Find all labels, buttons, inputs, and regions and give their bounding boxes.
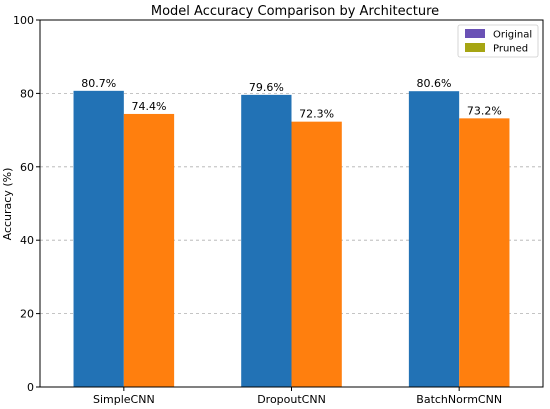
value-label-bg [299, 107, 334, 120]
y-tick-label: 80 [20, 87, 34, 100]
value-label-bg [81, 76, 116, 89]
x-tick-label-simplecnn: SimpleCNN [93, 393, 155, 406]
x-tick-label-batchnormcnn: BatchNormCNN [416, 393, 502, 406]
value-label-original-simplecnn: 80.7% [81, 77, 116, 90]
value-label-pruned-simplecnn: 74.4% [132, 100, 167, 113]
legend-swatch-pruned [465, 43, 485, 52]
value-labels: 80.7% 74.4% 79.6% 72.3% 80.6% 73.2% [81, 76, 502, 121]
legend-label-pruned: Pruned [493, 44, 528, 55]
y-tick-label: 20 [20, 308, 34, 321]
bar-pruned-dropoutcnn [291, 121, 342, 387]
value-label-bg [131, 99, 166, 112]
bars [73, 90, 510, 388]
y-tick-label: 60 [20, 161, 34, 174]
value-label-bg [417, 77, 452, 90]
value-label-bg [249, 80, 284, 93]
bar-original-dropoutcnn [241, 94, 292, 388]
bar-original-batchnormcnn [408, 91, 460, 387]
x-axis: SimpleCNN DropoutCNN BatchNormCNN [93, 387, 502, 406]
value-label-original-dropoutcnn: 79.6% [249, 81, 284, 94]
bar-pruned-simplecnn [123, 113, 175, 388]
value-label-bg [467, 104, 502, 117]
y-axis-label: Accuracy (%) [1, 168, 14, 241]
chart-title: Model Accuracy Comparison by Architectur… [151, 4, 439, 19]
legend-label-original: Original [493, 30, 532, 41]
y-tick-label: 0 [27, 381, 34, 394]
y-tick-label: 40 [20, 234, 34, 247]
legend-swatch-original [465, 29, 485, 38]
value-label-original-batchnormcnn: 80.6% [417, 77, 452, 90]
x-tick-label-dropoutcnn: DropoutCNN [257, 393, 326, 406]
value-label-pruned-batchnormcnn: 73.2% [467, 104, 502, 117]
y-axis: 0 20 40 60 80 100 [13, 14, 40, 394]
value-label-pruned-dropoutcnn: 72.3% [299, 108, 334, 121]
legend: Original Pruned [457, 24, 539, 58]
bar-original-simplecnn [73, 90, 124, 388]
bar-pruned-batchnormcnn [459, 118, 510, 387]
y-tick-label: 100 [13, 14, 34, 27]
